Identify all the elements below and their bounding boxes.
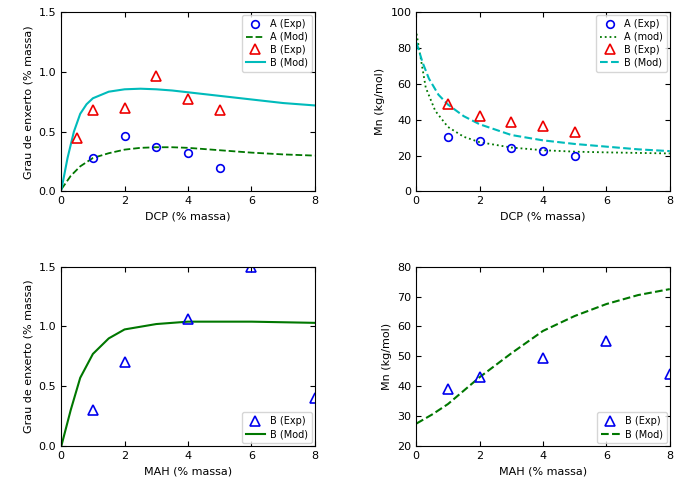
Legend: A (Exp), A (Mod), B (Exp), B (Mod): A (Exp), A (Mod), B (Exp), B (Mod) xyxy=(242,15,312,72)
X-axis label: DCP (% massa): DCP (% massa) xyxy=(146,212,231,222)
X-axis label: MAH (% massa): MAH (% massa) xyxy=(499,466,587,476)
X-axis label: DCP (% massa): DCP (% massa) xyxy=(500,212,585,222)
Y-axis label: Grau de enxerto (% massa): Grau de enxerto (% massa) xyxy=(23,279,33,433)
Y-axis label: Grau de enxerto (% massa): Grau de enxerto (% massa) xyxy=(23,25,33,179)
Legend: B (Exp), B (Mod): B (Exp), B (Mod) xyxy=(242,412,312,443)
X-axis label: MAH (% massa): MAH (% massa) xyxy=(144,466,232,476)
Legend: A (Exp), A (mod), B (Exp), B (Mod): A (Exp), A (mod), B (Exp), B (Mod) xyxy=(596,15,667,72)
Y-axis label: Mn (kg/mol): Mn (kg/mol) xyxy=(375,68,385,135)
Y-axis label: Mn (kg/mol): Mn (kg/mol) xyxy=(381,323,392,390)
Legend: B (Exp), B (Mod): B (Exp), B (Mod) xyxy=(597,412,667,443)
